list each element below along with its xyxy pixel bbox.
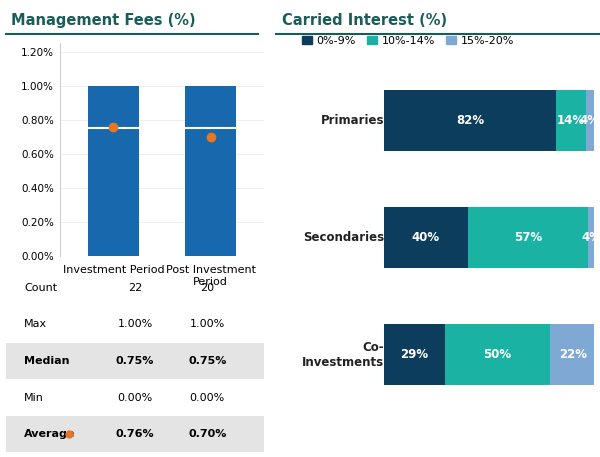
Text: Primaries: Primaries (320, 114, 384, 127)
Bar (586, 90, 594, 151)
Text: Carried Interest (%): Carried Interest (%) (283, 13, 448, 28)
Text: Average: Average (24, 429, 76, 439)
Bar (88, 86, 139, 256)
Text: 14%: 14% (557, 114, 585, 127)
Bar (445, 324, 550, 385)
Text: Max: Max (24, 319, 47, 329)
Text: 0.76%: 0.76% (116, 429, 154, 439)
Text: 50%: 50% (484, 348, 511, 361)
Text: 29%: 29% (400, 348, 428, 361)
Legend: 0%-9%, 10%-14%, 15%-20%: 0%-9%, 10%-14%, 15%-20% (298, 32, 518, 51)
FancyBboxPatch shape (6, 416, 264, 452)
Text: Min: Min (24, 393, 44, 403)
Text: 20: 20 (200, 283, 214, 293)
Bar (384, 207, 468, 268)
Text: 0.75%: 0.75% (116, 356, 154, 366)
FancyBboxPatch shape (6, 343, 264, 379)
Text: 82%: 82% (456, 114, 484, 127)
Text: 4%: 4% (580, 114, 600, 127)
Text: 40%: 40% (412, 231, 440, 244)
Text: 1.00%: 1.00% (190, 319, 225, 329)
Text: 1.00%: 1.00% (118, 319, 152, 329)
Text: 22: 22 (128, 283, 142, 293)
Bar (556, 90, 586, 151)
Bar (185, 86, 236, 256)
Text: 0.75%: 0.75% (188, 356, 226, 366)
Text: Secondaries: Secondaries (303, 231, 384, 244)
Bar (384, 90, 556, 151)
Text: 22%: 22% (559, 348, 587, 361)
Text: Co-
Investments: Co- Investments (302, 341, 384, 369)
Text: Count: Count (24, 283, 57, 293)
Bar (384, 324, 445, 385)
Text: Median: Median (24, 356, 70, 366)
Text: 0.00%: 0.00% (118, 393, 152, 403)
Bar (588, 207, 596, 268)
Bar (468, 207, 588, 268)
Text: 4%: 4% (582, 231, 600, 244)
Text: 57%: 57% (514, 231, 542, 244)
Text: 0.70%: 0.70% (188, 429, 226, 439)
Text: Management Fees (%): Management Fees (%) (11, 13, 196, 28)
Bar (550, 324, 596, 385)
Text: 0.00%: 0.00% (190, 393, 225, 403)
